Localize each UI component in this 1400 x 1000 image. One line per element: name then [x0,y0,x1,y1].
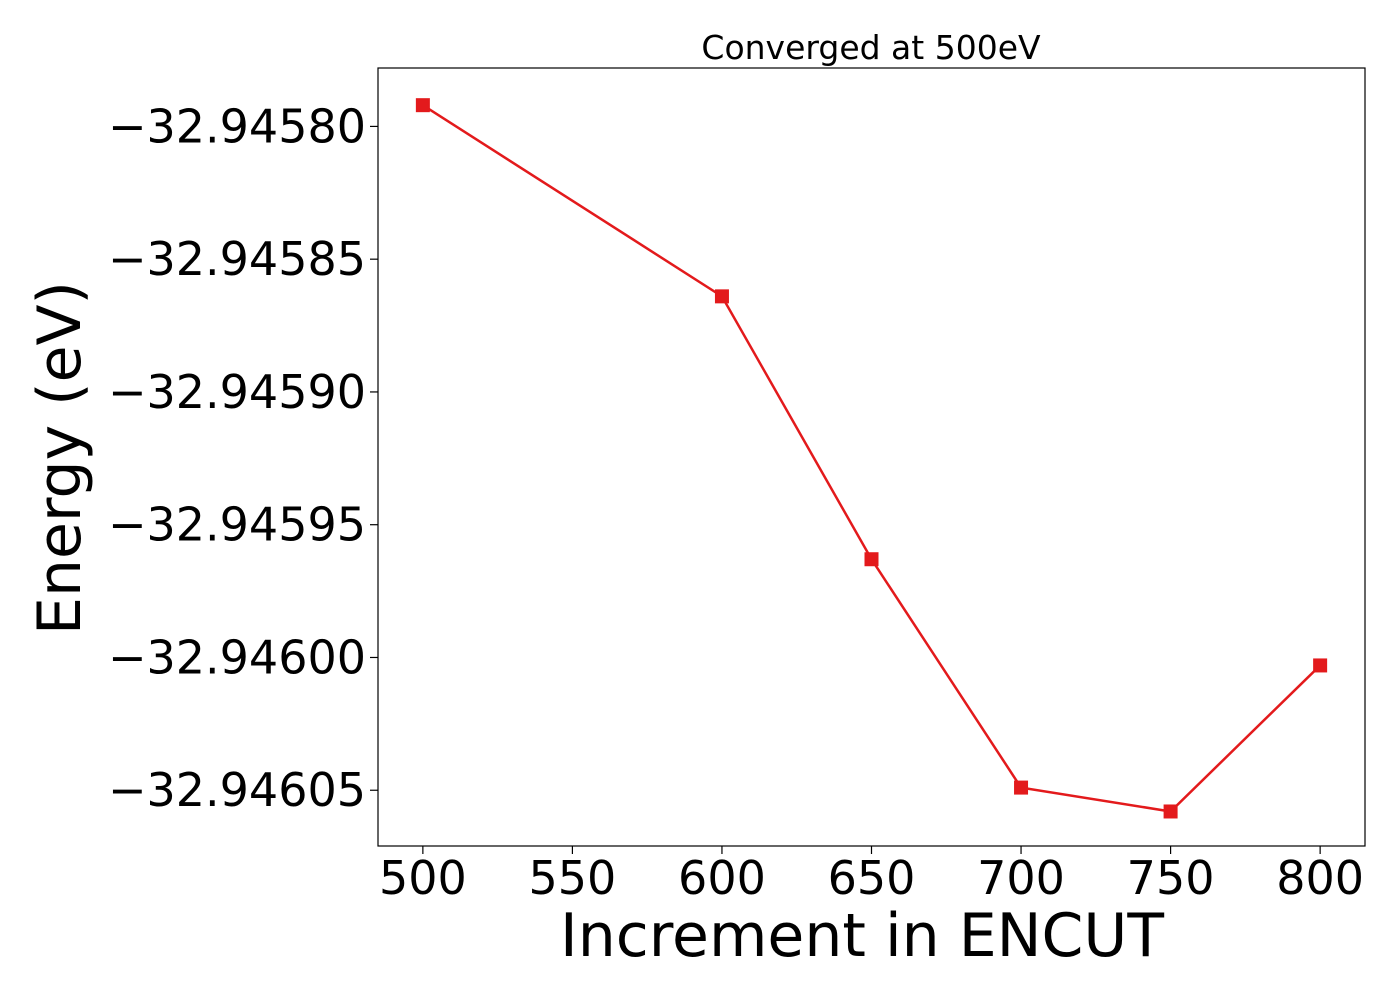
data-point-marker [1313,658,1328,673]
x-tick-label: 800 [1276,851,1364,905]
y-tick-label: −32.94600 [108,630,366,684]
series-line [422,104,1322,813]
y-tick-label: −32.94590 [108,365,366,419]
data-point-marker [1014,780,1029,795]
x-axis-label: Increment in ENCUT [560,901,1164,971]
x-tick-label: 750 [1127,851,1215,905]
data-point-marker [714,289,729,304]
series-layer [415,98,1328,819]
plot-frame [377,67,1366,847]
chart-title: Converged at 500eV [701,28,1041,67]
y-tick-label: −32.94605 [108,763,366,817]
y-tick-label: −32.94585 [108,232,366,286]
x-axis-ticks: 500 550 600 650 700 750 800 [379,846,1364,905]
x-tick-label: 500 [379,851,467,905]
y-axis-ticks: −32.94580 −32.94585 −32.94590 −32.94595 −32.… [108,99,378,817]
x-tick-label: 700 [977,851,1065,905]
data-point-marker [415,98,430,113]
y-tick-label: −32.94580 [108,99,366,153]
x-tick-label: 650 [828,851,916,905]
y-tick-label: −32.94595 [108,498,366,552]
x-tick-label: 600 [678,851,766,905]
data-point-marker [1163,804,1178,819]
x-tick-label: 550 [529,851,617,905]
data-point-marker [864,552,879,567]
y-axis-label: Energy (eV) [25,281,95,635]
